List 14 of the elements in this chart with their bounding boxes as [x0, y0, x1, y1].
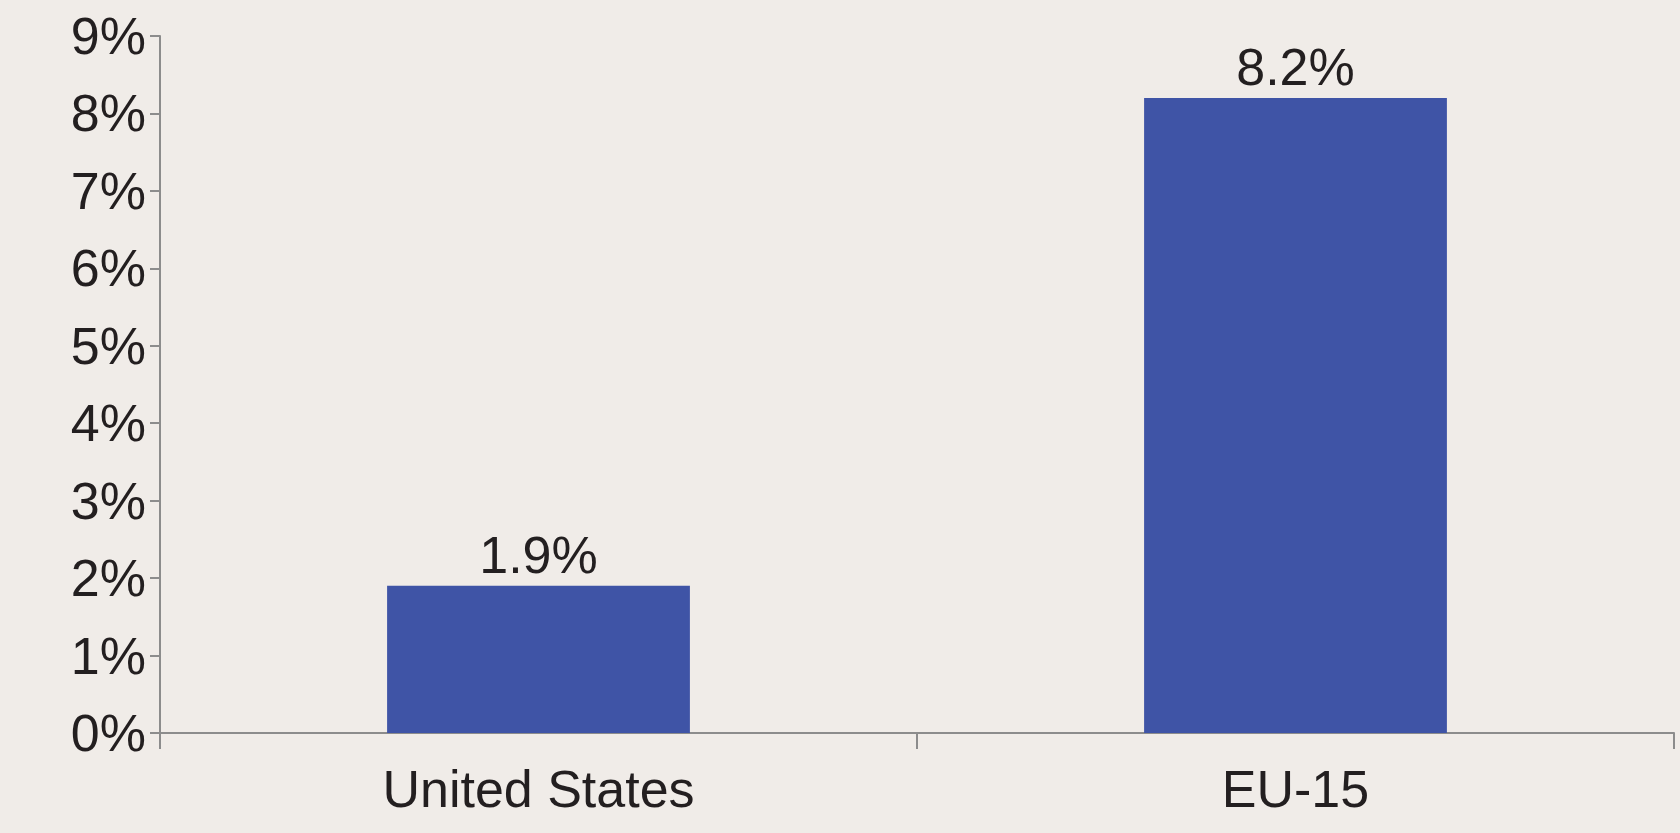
y-tick-label: 7% — [70, 161, 146, 220]
y-tick-label: 0% — [70, 704, 146, 762]
y-tick-label: 8% — [70, 84, 146, 143]
y-tick-label: 9% — [70, 7, 146, 65]
data-label: 1.9% — [479, 525, 598, 584]
y-tick-label: 3% — [70, 471, 146, 530]
y-tick-label: 1% — [70, 626, 146, 685]
y-tick-label: 5% — [70, 316, 146, 375]
data-label: 8.2% — [1236, 37, 1355, 96]
y-tick-label: 4% — [70, 394, 146, 453]
x-tick-label: United States — [382, 760, 695, 818]
x-tick-label: EU-15 — [1221, 760, 1370, 818]
y-tick-label: 6% — [70, 239, 146, 298]
y-tick-label: 2% — [70, 549, 146, 608]
